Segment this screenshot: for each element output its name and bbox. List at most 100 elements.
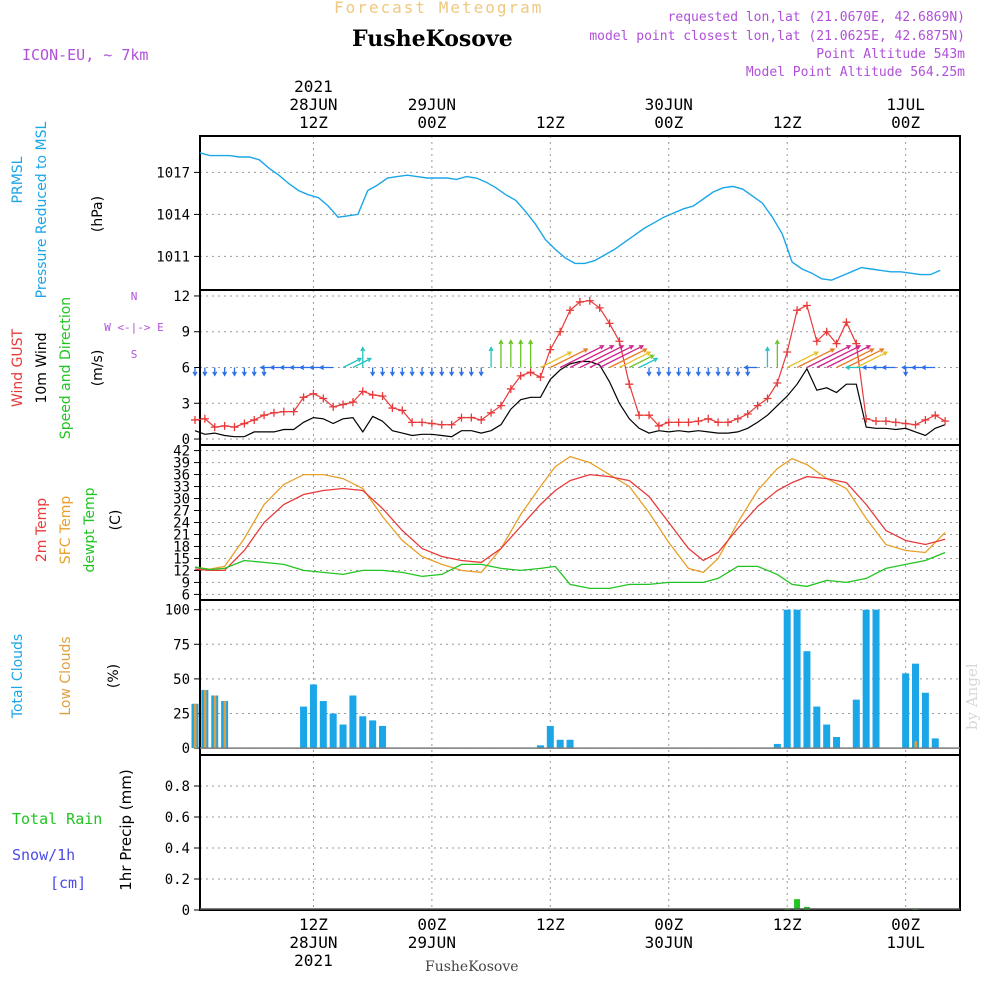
wind-direction-arrow: [360, 346, 366, 368]
gust-marker: [348, 398, 357, 407]
y-tick-label: 15: [173, 551, 190, 567]
gust-label: Wind GUST: [10, 328, 26, 407]
y-tick-label: 0.8: [165, 779, 190, 795]
wind-direction-arrow: [540, 351, 573, 369]
wind-direction-arrow: [619, 351, 652, 369]
low-clouds-label: Low Clouds: [58, 636, 74, 715]
y-tick-label: 42: [173, 444, 190, 460]
gust-marker: [783, 348, 792, 356]
bottom-time-label: 00Z: [891, 915, 920, 934]
top-time-label: 12Z: [299, 113, 328, 132]
wind-direction-arrow: [705, 367, 711, 377]
total-cloud-bar: [379, 725, 387, 749]
wind-direction-arrow: [786, 351, 820, 369]
wind-direction-arrow: [518, 339, 524, 368]
wind-direction-arrow: [409, 367, 415, 377]
compass-north: N: [131, 290, 138, 303]
wind-direction-arrow: [468, 367, 474, 377]
wind-direction-arrow: [342, 357, 363, 369]
wind-direction-arrow: [695, 367, 701, 377]
gust-marker: [812, 337, 821, 346]
wind-direction-arrow: [686, 367, 691, 377]
gust-marker: [566, 306, 575, 315]
y-tick-label: 0.4: [165, 841, 190, 857]
top-time-label: 00Z: [417, 113, 446, 132]
wind-direction-arrow: [725, 367, 731, 377]
gust-marker: [664, 418, 673, 427]
total-cloud-bar: [823, 724, 831, 749]
total-cloud-bar: [912, 663, 920, 749]
precip-unit-label: 1hr Precip (mm): [117, 769, 135, 890]
pressure-label-1: PRMSL: [10, 156, 26, 203]
dewpt-label: dewpt Temp: [82, 487, 98, 572]
total-cloud-bar: [546, 725, 554, 749]
bottom-time-label: 29JUN: [408, 933, 456, 952]
total-cloud-bar: [931, 738, 939, 749]
temperature-panel: [194, 444, 961, 601]
temp-2m-label: 2m Temp: [34, 498, 50, 562]
wind-direction-arrow: [192, 367, 198, 377]
wind-direction-arrow: [579, 345, 625, 369]
gust-marker: [753, 401, 762, 410]
wind-direction-arrow: [251, 367, 257, 377]
wind-direction-arrow: [449, 367, 455, 377]
low-cloud-bar: [213, 695, 217, 749]
gust-marker: [368, 390, 377, 399]
gust-marker: [684, 418, 693, 427]
wind-direction-arrow: [764, 346, 770, 368]
top-time-label: 28JUN: [289, 95, 337, 114]
total-rain-label: Total Rain: [12, 810, 102, 828]
y-tick-label: 6: [182, 587, 190, 603]
wind-direction-arrow: [241, 367, 247, 377]
sfc-temp-label: SFC Temp: [58, 496, 74, 565]
low-cloud-bar: [223, 701, 227, 749]
wind-direction-arrow: [528, 339, 534, 368]
model-altitude: Model Point Altitude 564.25m: [745, 65, 965, 80]
gust-marker: [487, 408, 496, 417]
gust-marker: [319, 394, 328, 403]
point-altitude: Point Altitude 543m: [816, 47, 965, 62]
gust-marker: [595, 303, 604, 312]
gust-marker: [842, 318, 851, 327]
wind-direction-arrow: [478, 367, 484, 377]
pressure-unit-label: (hPa): [90, 196, 106, 232]
gust-marker: [793, 306, 802, 315]
wind-direction-arrow: [774, 339, 780, 368]
low-cloud-bar: [914, 741, 918, 749]
y-tick-label: 0: [182, 741, 190, 757]
wind-direction-arrow: [589, 345, 635, 369]
bottom-time-label: 28JUN: [289, 933, 337, 952]
y-tick-label: 30: [173, 492, 190, 508]
low-cloud-bar: [194, 703, 197, 749]
wind-direction-arrow: [743, 365, 758, 370]
wind-direction-arrow: [389, 367, 395, 377]
wind-unit-label: (m/s): [90, 350, 106, 387]
wind-direction-arrow: [881, 365, 896, 370]
snow-label: Snow/1h: [12, 846, 75, 864]
total-cloud-bar: [813, 706, 821, 749]
wind-direction-arrow: [508, 339, 514, 368]
total-cloud-bar: [852, 699, 860, 749]
wind-direction-arrow: [212, 367, 218, 377]
precipitation-panel: [194, 754, 961, 911]
gust-marker: [516, 371, 525, 380]
total-cloud-bar: [862, 609, 870, 749]
gust-marker: [329, 402, 338, 411]
gust-marker: [536, 373, 545, 382]
gust-marker: [378, 392, 387, 401]
gust-marker: [802, 301, 811, 310]
gust-marker: [467, 413, 476, 422]
wind-direction-arrow: [816, 345, 862, 369]
y-tick-label: 50: [173, 672, 190, 688]
gust-marker: [585, 296, 594, 305]
gust-marker: [437, 420, 446, 429]
gust-marker: [289, 407, 298, 416]
gust-marker: [832, 339, 841, 348]
gust-marker: [901, 419, 910, 428]
gust-marker: [427, 419, 436, 428]
compass-we: W <-|-> E: [104, 321, 164, 334]
gust-marker: [388, 404, 397, 413]
y-tick-label: 39: [173, 456, 190, 472]
gust-marker: [773, 379, 782, 387]
gust-marker: [210, 423, 219, 432]
